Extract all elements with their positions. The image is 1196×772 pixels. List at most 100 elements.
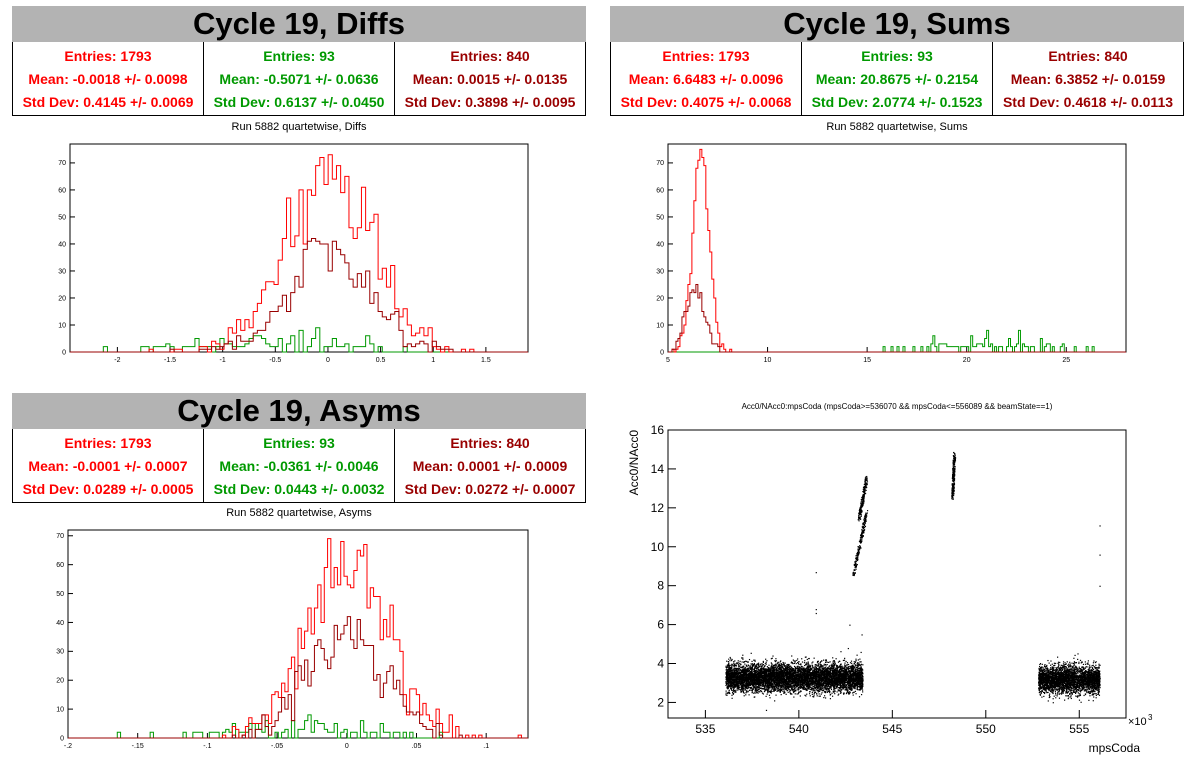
x-tick-label: 25: [1062, 357, 1070, 364]
scatter-point: [849, 671, 851, 673]
scatter-point: [843, 685, 845, 687]
scatter-point: [781, 687, 783, 689]
scatter-point: [798, 675, 800, 677]
scatter-point: [728, 689, 730, 691]
scatter-point: [836, 667, 838, 669]
scatter-point: [733, 680, 736, 682]
scatter-point: [819, 671, 822, 673]
scatter-point: [751, 681, 753, 683]
scatter-point: [851, 668, 853, 670]
scatter-point: [849, 691, 851, 693]
scatter-point: [754, 663, 756, 666]
scatter-point: [726, 678, 728, 680]
scatter-point: [853, 666, 856, 669]
stat-mean: Mean: 6.3852 +/- 0.0159: [1010, 70, 1166, 87]
scatter-point: [774, 666, 777, 668]
scatter-point: [860, 681, 862, 683]
stat-mean: Mean: 0.0015 +/- 0.0135: [412, 70, 568, 87]
scatter-point: [808, 681, 810, 683]
scatter-title: Acc0/NAcc0:mpsCoda (mpsCoda>=536070 && m…: [741, 402, 1053, 411]
scatter-point: [741, 666, 743, 668]
scatter-point: [838, 683, 840, 685]
scatter-point: [734, 663, 736, 665]
scatter-point: [839, 690, 841, 692]
scatter-point: [748, 676, 750, 678]
scatter-point: [813, 667, 815, 669]
scatter-point: [790, 670, 792, 673]
scatter-point: [805, 667, 808, 669]
scatter-point: [733, 662, 735, 664]
scatter-point: [777, 671, 779, 673]
scatter-point: [796, 675, 798, 677]
scatter-point: [740, 670, 742, 672]
scatter-point: [756, 668, 758, 670]
scatter-point: [766, 671, 768, 673]
y-tick-label: 70: [58, 160, 66, 167]
scatter-point: [768, 690, 770, 692]
scatter-point: [789, 691, 791, 693]
scatter-point: [809, 682, 811, 685]
scatter-point: [767, 671, 769, 673]
scatter-point: [735, 667, 737, 670]
scatter-point: [743, 661, 746, 663]
scatter-point: [757, 688, 760, 691]
scatter-point: [777, 682, 779, 685]
scatter-point: [751, 670, 753, 672]
scatter-point: [831, 669, 833, 672]
scatter-point: [747, 680, 750, 682]
scatter-point: [818, 676, 821, 678]
scatter-point: [831, 671, 833, 673]
scatter-point: [776, 685, 778, 687]
scatter-point: [772, 671, 774, 673]
scatter-point: [847, 681, 849, 683]
scatter-point: [768, 690, 771, 693]
scatter-point: [815, 673, 817, 675]
scatter-point: [834, 662, 836, 665]
scatter-point: [849, 672, 851, 675]
scatter-point: [775, 670, 777, 672]
scatter-point: [819, 663, 821, 665]
scatter-point: [796, 689, 798, 691]
scatter-point: [773, 690, 775, 692]
scatter-point: [845, 692, 848, 695]
scatter-point: [800, 684, 802, 686]
scatter-point: [807, 688, 810, 690]
scatter-point: [780, 660, 782, 662]
scatter-point: [833, 669, 835, 671]
scatter-point: [732, 690, 734, 692]
scatter-point: [844, 677, 846, 679]
y-tick-label: 12: [651, 501, 665, 515]
scatter-point: [817, 686, 819, 688]
scatter-point: [847, 682, 850, 684]
scatter-point: [810, 686, 812, 688]
scatter-point: [846, 664, 848, 666]
scatter-point: [834, 671, 836, 673]
sums-frame: [667, 143, 1127, 353]
y-tick-label: 10: [58, 322, 66, 329]
scatter-point: [826, 691, 828, 693]
scatter-point: [727, 660, 729, 663]
x-tick-label: -.1: [203, 743, 211, 750]
scatter-point: [851, 682, 854, 684]
scatter-point: [799, 682, 802, 684]
scatter-point: [773, 677, 775, 679]
scatter-point: [732, 680, 734, 682]
scatter-point: [831, 695, 834, 697]
scatter-point: [816, 672, 818, 674]
scatter-point: [802, 688, 805, 690]
scatter-point: [819, 695, 821, 697]
scatter-point: [851, 678, 853, 680]
scatter-point: [852, 666, 854, 668]
scatter-point: [820, 681, 822, 684]
scatter-point: [774, 681, 776, 683]
scatter-point: [849, 668, 851, 670]
scatter-point: [760, 678, 762, 681]
scatter-point: [798, 661, 800, 663]
scatter-point: [843, 679, 845, 681]
scatter-point: [783, 687, 785, 689]
scatter-point: [787, 663, 789, 666]
scatter-point: [798, 687, 800, 689]
scatter-point: [797, 693, 799, 695]
scatter-point: [742, 654, 744, 656]
scatter-point: [830, 693, 832, 696]
